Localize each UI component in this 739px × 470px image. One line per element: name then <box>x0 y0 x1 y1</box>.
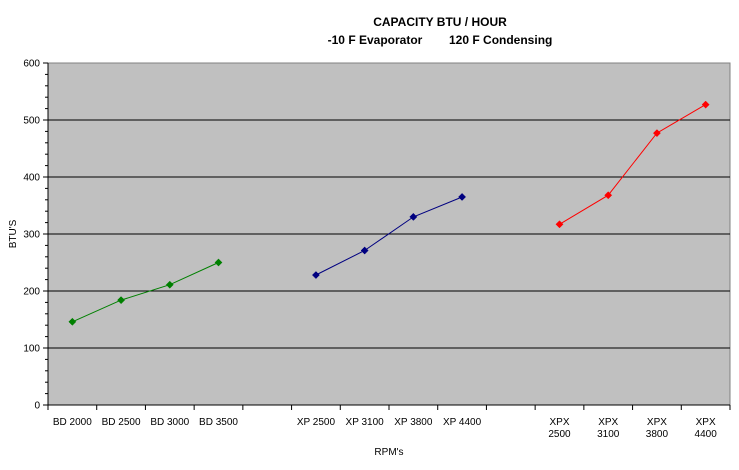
x-tick-label: XPX <box>549 417 569 428</box>
x-tick-label: XP 3800 <box>394 417 433 428</box>
x-tick-label: XP 3100 <box>346 417 385 428</box>
x-tick-label: 3100 <box>597 429 620 440</box>
data-point <box>165 280 174 289</box>
y-axis-title: BTU'S <box>8 219 19 248</box>
chart-subtitle: -10 F Evaporator 120 F Condensing <box>328 33 553 47</box>
x-tick-label: BD 3500 <box>199 417 238 428</box>
x-tick-label: 2500 <box>548 429 571 440</box>
data-point <box>214 258 223 267</box>
x-tick-label: 3800 <box>646 429 669 440</box>
gridlines <box>48 119 730 349</box>
data-point <box>604 191 613 200</box>
data-point <box>68 317 77 326</box>
series-line-3 <box>559 104 706 225</box>
y-tick-label: 100 <box>23 344 40 355</box>
x-tick-label: XPX <box>696 417 716 428</box>
data-point <box>652 129 661 138</box>
y-tick-label: 0 <box>34 401 40 412</box>
chart-title: CAPACITY BTU / HOUR <box>373 15 507 29</box>
y-tick-label: 200 <box>23 287 40 298</box>
data-point <box>117 296 126 305</box>
y-tick-label: 500 <box>23 116 40 127</box>
data-point <box>409 212 418 221</box>
x-tick-label: XPX <box>647 417 667 428</box>
data-point <box>360 246 369 255</box>
y-tick-label: 600 <box>23 59 40 70</box>
axes: 0 100 200 300 400 500 600 BD 2000 BD 2500 BD 3000… <box>23 59 731 440</box>
x-tick-label: 4400 <box>695 429 718 440</box>
x-tick-label: XP 4400 <box>443 417 482 428</box>
data-point <box>458 192 467 201</box>
data-point <box>701 100 710 109</box>
x-tick-label: BD 3000 <box>150 417 189 428</box>
data-point <box>311 271 320 279</box>
series-line-2 <box>315 196 463 276</box>
y-tick-label: 400 <box>23 173 40 184</box>
x-axis-title: RPM's <box>374 447 403 458</box>
x-tick-label: XPX <box>598 417 618 428</box>
x-tick-label: BD 2000 <box>53 417 92 428</box>
y-tick-label: 300 <box>23 230 40 241</box>
x-tick-label: XP 2500 <box>297 417 336 428</box>
series-line-1 <box>72 262 219 323</box>
x-tick-label: BD 2500 <box>102 417 141 428</box>
data-point <box>555 220 564 229</box>
series-group <box>68 100 710 326</box>
